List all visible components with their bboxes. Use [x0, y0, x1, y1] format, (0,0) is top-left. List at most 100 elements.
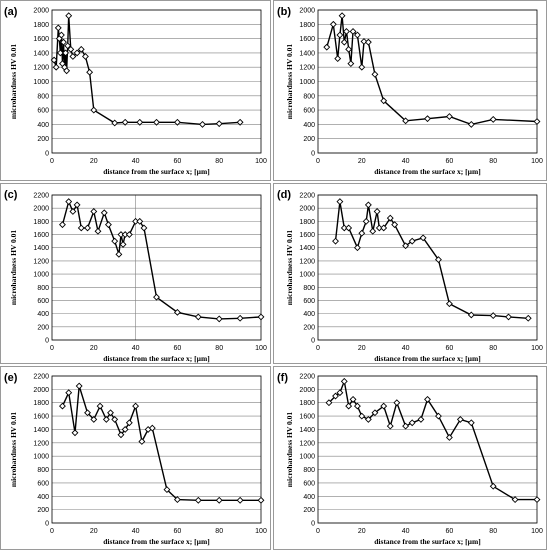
data-point — [236, 118, 244, 126]
data-point — [121, 118, 129, 126]
y-tick-label: 800 — [303, 467, 315, 474]
y-tick-label: 2000 — [33, 387, 49, 394]
data-point — [236, 496, 244, 504]
data-point — [489, 115, 497, 123]
chart-panel: 0 200 400 600 800 1000 1200 1400 1600 1800 2000 0 20… — [0, 0, 271, 181]
data-point — [62, 49, 70, 57]
data-point — [56, 49, 64, 57]
data-point — [533, 118, 541, 125]
panel-label: (a) — [4, 6, 18, 18]
y-tick-label: 200 — [37, 324, 49, 331]
x-tick-label: 100 — [531, 345, 543, 352]
x-axis-label: distance from the surface x; [µm] — [374, 354, 480, 363]
data-point — [257, 313, 265, 321]
data-point — [325, 399, 333, 407]
data-point — [435, 256, 442, 264]
panel-label: (c) — [4, 189, 18, 201]
data-point — [345, 45, 353, 53]
data-point — [65, 389, 73, 397]
x-tick-label: 60 — [446, 528, 454, 535]
y-tick-label: 1000 — [299, 79, 315, 86]
x-tick-label: 60 — [174, 158, 182, 165]
y-tick-label: 2200 — [33, 193, 49, 200]
data-point — [353, 31, 361, 39]
y-tick-label: 400 — [37, 494, 49, 501]
panel-frame — [273, 183, 547, 364]
plot-area — [51, 194, 262, 341]
data-point — [173, 118, 181, 126]
data-point — [424, 395, 431, 403]
y-tick-label: 800 — [37, 467, 49, 474]
data-point — [71, 429, 79, 437]
x-axis-label: distance from the surface x; [µm] — [103, 167, 209, 176]
data-point — [52, 63, 60, 71]
data-point — [50, 56, 58, 64]
data-point — [369, 227, 377, 235]
data-point — [445, 113, 453, 120]
y-tick-label: 1200 — [299, 258, 315, 265]
y-tick-label: 1200 — [299, 440, 315, 447]
data-point — [362, 217, 370, 225]
data-point — [340, 377, 348, 385]
data-point — [391, 221, 399, 229]
data-point — [467, 419, 475, 427]
y-tick-label: 400 — [303, 311, 315, 318]
panel-label: (f) — [277, 372, 288, 384]
data-point — [424, 115, 431, 123]
data-point — [194, 496, 202, 504]
data-point — [153, 118, 160, 126]
data-point — [467, 120, 475, 128]
data-point — [94, 227, 102, 235]
data-point — [393, 399, 401, 407]
x-tick-label: 40 — [132, 528, 140, 535]
data-point — [100, 209, 108, 217]
y-tick-label: 2200 — [33, 374, 49, 381]
y-tick-label: 1800 — [299, 219, 315, 226]
data-point — [257, 496, 265, 504]
data-point — [445, 434, 453, 441]
data-point — [96, 402, 104, 410]
x-tick-label: 40 — [132, 345, 140, 352]
data-point — [402, 117, 410, 125]
y-tick-label: 400 — [37, 122, 49, 129]
data-point — [489, 312, 497, 320]
y-tick-label: 400 — [37, 311, 49, 318]
data-point — [59, 221, 66, 229]
data-point — [59, 402, 66, 410]
data-point — [77, 224, 85, 232]
y-tick-label: 200 — [303, 136, 315, 143]
x-tick-label: 100 — [255, 158, 267, 165]
x-tick-label: 0 — [50, 158, 54, 165]
data-point — [115, 250, 123, 258]
data-point — [140, 224, 148, 232]
y-tick-label: 1600 — [299, 414, 315, 421]
data-point — [111, 237, 119, 245]
data-point — [60, 38, 67, 46]
data-point — [69, 208, 77, 215]
x-tick-label: 60 — [446, 158, 454, 165]
x-tick-label: 80 — [489, 345, 497, 352]
x-axis-label: distance from the surface x; [µm] — [374, 537, 480, 546]
x-tick-label: 20 — [358, 158, 366, 165]
x-tick-label: 0 — [50, 345, 54, 352]
x-tick-label: 20 — [90, 158, 98, 165]
data-point — [84, 409, 91, 417]
panel-frame — [0, 366, 271, 550]
data-point — [65, 12, 73, 20]
data-point — [336, 31, 344, 39]
data-point — [73, 49, 81, 57]
data-point — [364, 415, 372, 423]
data-point — [533, 496, 541, 504]
y-tick-label: 1200 — [33, 258, 49, 265]
y-axis-label: microhardness HV 0.01 — [285, 230, 294, 306]
panel-label: (b) — [277, 6, 291, 18]
data-point — [65, 198, 73, 206]
panel-frame — [0, 0, 271, 181]
y-axis-label: microhardness HV 0.01 — [285, 44, 294, 120]
data-point — [511, 496, 519, 504]
y-tick-label: 1400 — [299, 245, 315, 252]
data-point — [334, 55, 342, 63]
data-point — [340, 224, 348, 232]
y-tick-label: 1800 — [299, 22, 315, 29]
y-tick-label: 600 — [303, 108, 315, 115]
